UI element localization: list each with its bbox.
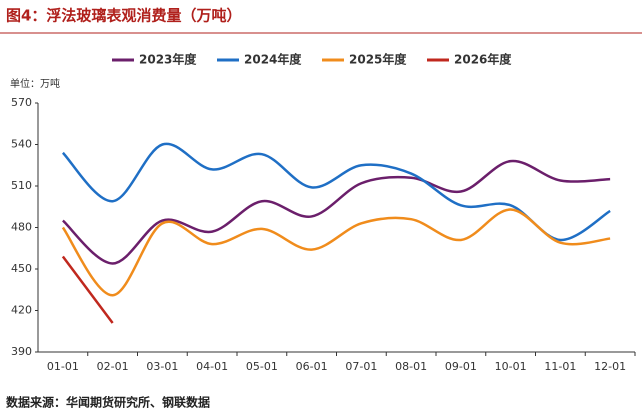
chart-title: 图4：浮法玻璃表观消费量（万吨） xyxy=(6,7,241,25)
x-tick-label: 01-01 xyxy=(47,360,79,373)
x-tick-label: 05-01 xyxy=(246,360,278,373)
x-tick-label: 09-01 xyxy=(445,360,477,373)
y-unit-label: 单位：万吨 xyxy=(10,77,60,90)
x-tick-label: 11-01 xyxy=(544,360,576,373)
y-tick-label: 570 xyxy=(11,96,32,109)
x-tick-label: 10-01 xyxy=(495,360,527,373)
x-tick-label: 02-01 xyxy=(97,360,129,373)
y-tick-label: 510 xyxy=(11,179,32,192)
legend-label: 2024年度 xyxy=(244,52,302,67)
x-tick-label: 04-01 xyxy=(196,360,228,373)
legend-label: 2023年度 xyxy=(139,52,197,67)
y-tick-label: 450 xyxy=(11,262,32,275)
source: 数据来源：华闻期货研究所、钢联数据 xyxy=(6,395,210,410)
line-series xyxy=(61,142,611,242)
x-tick-label: 07-01 xyxy=(345,360,377,373)
legend-label: 2025年度 xyxy=(349,52,407,67)
line-series xyxy=(61,255,114,324)
y-tick-label: 420 xyxy=(11,304,32,317)
y-tick-label: 390 xyxy=(11,345,32,358)
x-tick-label: 08-01 xyxy=(395,360,427,373)
line-series xyxy=(62,159,611,265)
x-tick-label: 06-01 xyxy=(296,360,328,373)
x-tick-label: 12-01 xyxy=(594,360,626,373)
legend-label: 2026年度 xyxy=(454,52,512,67)
y-tick-label: 480 xyxy=(11,221,32,234)
x-tick-label: 03-01 xyxy=(146,360,178,373)
line-series xyxy=(61,208,611,297)
y-tick-label: 540 xyxy=(11,138,32,151)
